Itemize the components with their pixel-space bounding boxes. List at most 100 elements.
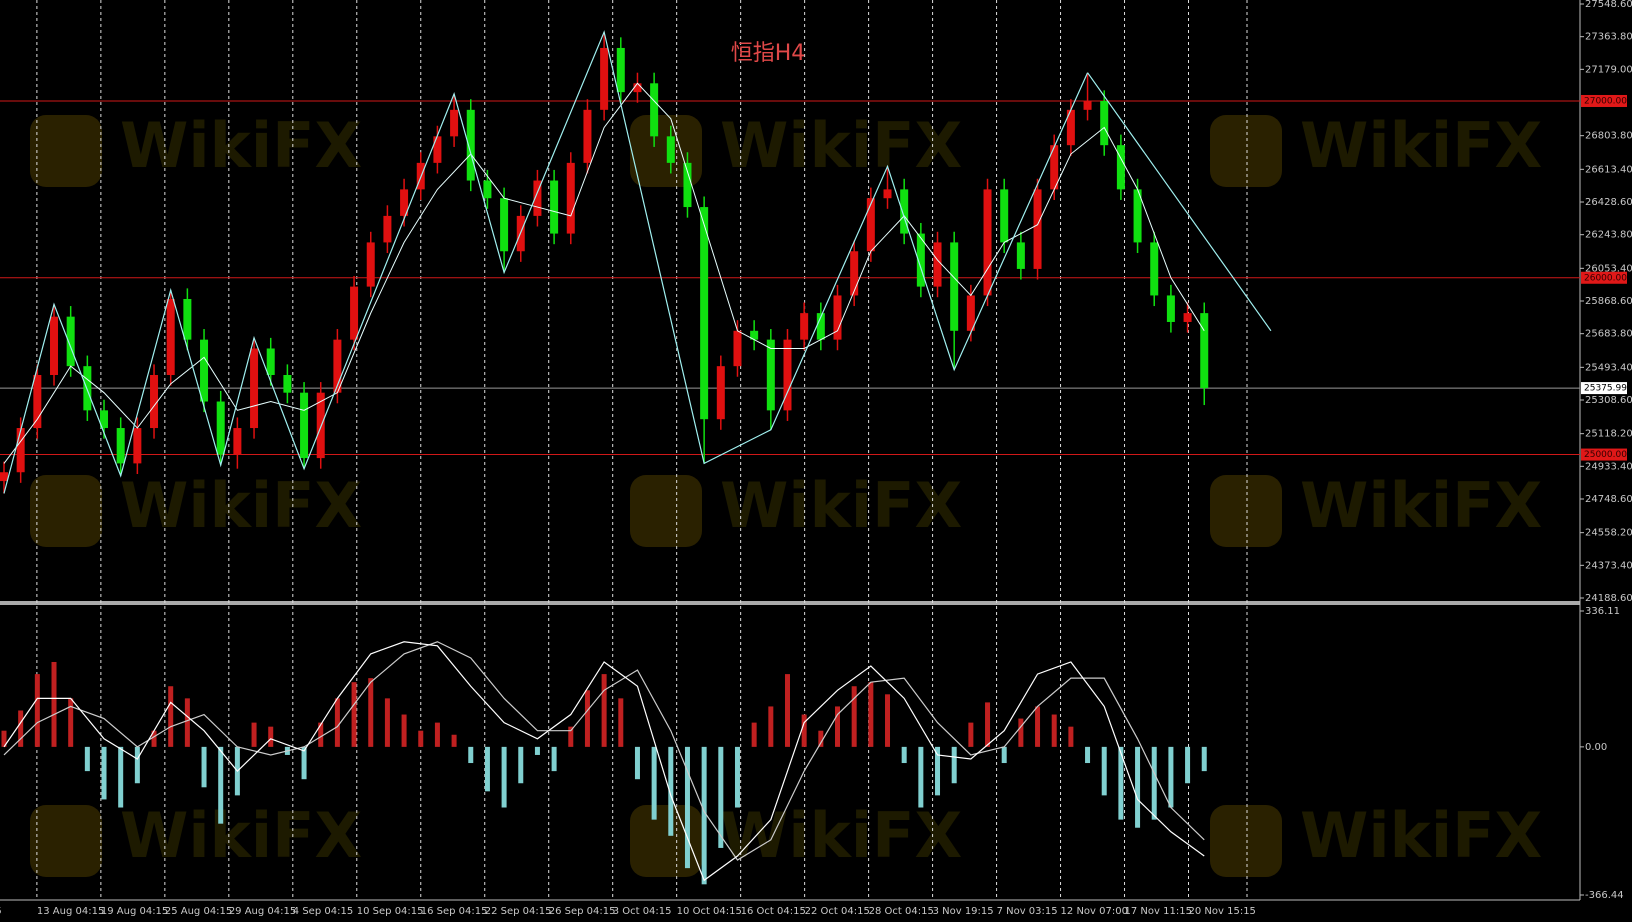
candle-body xyxy=(683,162,692,208)
watermark-logo xyxy=(1210,475,1282,547)
macd-histogram-bar xyxy=(668,746,674,836)
macd-histogram-bar xyxy=(1201,746,1207,772)
watermark-logo xyxy=(30,115,102,187)
macd-histogram-bar xyxy=(568,726,574,747)
candle-body xyxy=(1016,242,1025,269)
macd-histogram-bar xyxy=(434,722,440,747)
candle-body xyxy=(1200,313,1209,389)
y-tick-label: 24748.60 xyxy=(1585,494,1632,505)
candle-body xyxy=(1050,145,1059,190)
candle-body xyxy=(1116,145,1125,190)
y-tick-label: 26053.40 xyxy=(1585,263,1632,274)
y-tick-label: 26428.60 xyxy=(1585,197,1632,208)
y-tick-label: 24558.20 xyxy=(1585,528,1632,539)
candle-body xyxy=(433,136,442,163)
candle-body xyxy=(783,339,792,411)
candle-body xyxy=(483,180,492,199)
watermark-logo xyxy=(1210,115,1282,187)
x-tick-label: 16 Sep 04:15 xyxy=(421,906,488,917)
candle-body xyxy=(83,366,92,411)
macd-histogram-bar xyxy=(1,730,7,747)
macd-histogram-bar xyxy=(134,746,140,784)
macd-histogram-bar xyxy=(985,702,991,747)
macd-histogram-bar xyxy=(701,746,707,885)
macd-histogram-bar xyxy=(935,746,941,796)
x-tick-label: 7 Nov 03:15 xyxy=(997,906,1058,917)
candle-body xyxy=(1100,100,1109,146)
macd-histogram-bar xyxy=(451,734,457,747)
candle-body xyxy=(666,136,675,163)
x-tick-label: 10 Sep 04:15 xyxy=(357,906,424,917)
macd-y-tick-label: 336.11 xyxy=(1585,606,1620,617)
level-label-box xyxy=(1581,94,1627,107)
macd-histogram-bar xyxy=(384,698,390,747)
candle-body xyxy=(1166,295,1175,322)
y-tick-label: 27548.60 xyxy=(1585,0,1632,10)
y-tick-label: 25868.60 xyxy=(1585,296,1632,307)
macd-signal-line xyxy=(3,641,1205,861)
x-tick-label: 19 Aug 04:15 xyxy=(101,906,168,917)
x-tick-label: 28 Oct 04:15 xyxy=(869,906,934,917)
watermark-text: WikiFX xyxy=(120,469,362,542)
x-tick-label: 12 Nov 07:00 xyxy=(1061,906,1128,917)
macd-histogram-bar xyxy=(334,698,340,747)
candle-body xyxy=(583,109,592,163)
macd-histogram-bar xyxy=(118,746,124,808)
candle-body xyxy=(250,348,259,429)
macd-histogram-bar xyxy=(801,714,807,747)
candle-body xyxy=(0,472,8,482)
macd-histogram-bar xyxy=(468,746,474,764)
watermark-text: WikiFX xyxy=(720,799,962,872)
macd-histogram-bar xyxy=(868,682,874,747)
x-tick-label: 22 Oct 04:15 xyxy=(805,906,870,917)
macd-histogram-bar xyxy=(301,746,307,780)
candle-body xyxy=(1000,189,1009,243)
candle-body xyxy=(1133,189,1142,243)
candle-body xyxy=(750,330,759,340)
x-tick-label: 22 Sep 04:15 xyxy=(485,906,552,917)
macd-histogram-bar xyxy=(1051,714,1057,747)
level-label-box xyxy=(1581,271,1627,284)
macd-histogram-bar xyxy=(184,698,190,747)
x-tick-label: 26 Sep 04:15 xyxy=(549,906,616,917)
candle-body xyxy=(900,189,909,234)
macd-histogram-bar xyxy=(1185,746,1191,784)
current-price-box xyxy=(1581,382,1627,395)
y-tick-label: 26803.80 xyxy=(1585,131,1632,142)
candle-body xyxy=(116,428,125,464)
x-tick-label: 3 Nov 19:15 xyxy=(933,906,994,917)
macd-y-tick-label: 0.00 xyxy=(1585,742,1607,753)
macd-histogram-bar xyxy=(501,746,507,808)
y-tick-label: 25118.20 xyxy=(1585,429,1632,440)
macd-histogram-bar xyxy=(651,746,657,820)
candle-body xyxy=(1033,189,1042,269)
watermark-text: WikiFX xyxy=(720,109,962,182)
x-tick-label: 25 Aug 04:15 xyxy=(165,906,232,917)
candle-body xyxy=(1066,109,1075,146)
macd-histogram-bar xyxy=(401,714,407,747)
watermark-logo xyxy=(30,475,102,547)
candle-body xyxy=(700,207,709,420)
candle-body xyxy=(1083,100,1092,110)
candle-body xyxy=(183,298,192,340)
candle-body xyxy=(133,428,142,464)
candle-body xyxy=(733,330,742,367)
macd-main-line xyxy=(3,641,1205,882)
x-tick-label: 3 Oct 04:15 xyxy=(613,906,672,917)
macd-histogram-bar xyxy=(1101,746,1107,796)
macd-histogram-bar xyxy=(68,698,74,747)
macd-histogram-bar xyxy=(634,746,640,780)
candle-body xyxy=(500,198,509,252)
zigzag xyxy=(3,30,1089,494)
watermark-text: WikiFX xyxy=(720,469,962,542)
macd-histogram-bar xyxy=(901,746,907,764)
candle-body xyxy=(100,410,109,429)
macd-histogram-bar xyxy=(1001,746,1007,764)
macd-histogram-bar xyxy=(851,686,857,747)
x-tick-label: 4 Sep 04:15 xyxy=(293,906,353,917)
candle-body xyxy=(200,339,209,402)
macd-histogram-bar xyxy=(768,706,774,747)
candle-body xyxy=(233,428,242,455)
watermark-text: WikiFX xyxy=(1300,469,1542,542)
